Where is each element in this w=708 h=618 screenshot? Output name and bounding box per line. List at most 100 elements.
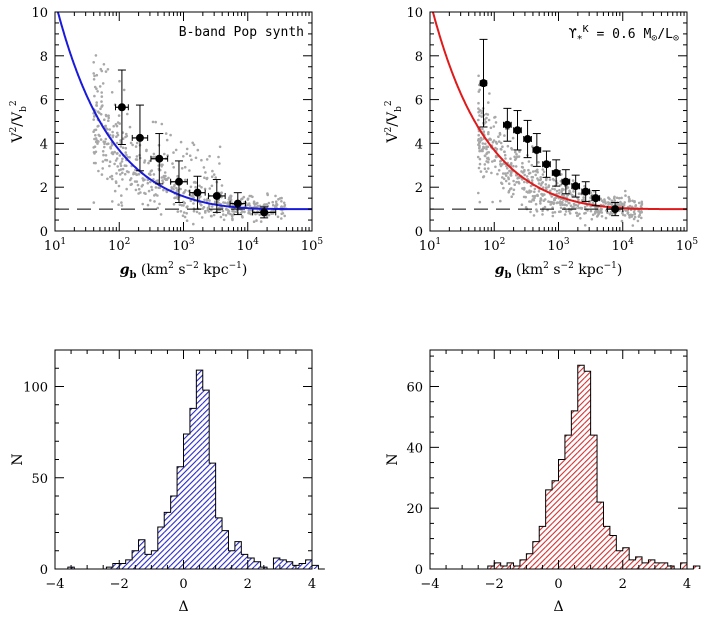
scatter-point	[196, 148, 200, 152]
histogram-bars	[67, 370, 319, 569]
scatter-point	[205, 158, 209, 161]
histogram-bar	[693, 565, 700, 569]
scatter-point	[514, 165, 518, 168]
scatter-point	[110, 91, 114, 94]
x-tick-base: 10	[612, 239, 629, 254]
scatter-point	[147, 161, 150, 165]
scatter-point	[203, 198, 206, 202]
scatter-point	[224, 214, 228, 217]
scatter-point	[557, 210, 561, 214]
y-tick-label: 8	[415, 50, 423, 65]
binned-point	[591, 194, 600, 203]
histogram-bar	[577, 365, 585, 569]
scatter-point	[600, 215, 604, 218]
scatter-point	[119, 145, 123, 148]
y-ticks	[430, 355, 687, 570]
scatter-point	[577, 192, 581, 195]
scatter-point	[188, 154, 192, 157]
scatter-point	[125, 170, 129, 173]
scatter-point	[553, 211, 557, 214]
scatter-point	[537, 161, 540, 164]
scatter-point	[188, 169, 191, 172]
scatter-point	[555, 189, 559, 193]
histogram-bar	[215, 517, 223, 569]
x-axis-label: gb (km2 s−2 kpc−1)	[120, 261, 248, 281]
scatter-point	[479, 136, 483, 140]
histogram-bar	[584, 371, 591, 569]
scatter-point	[141, 202, 144, 206]
scatter-point	[509, 157, 512, 160]
scatter-point	[229, 212, 232, 216]
binned-point	[542, 160, 551, 169]
scatter-point	[128, 125, 132, 129]
x-tick-exponent: 5	[317, 237, 323, 247]
scatter-point	[640, 211, 643, 214]
scatter-point	[118, 79, 121, 83]
scatter-point	[95, 103, 98, 107]
scatter-point	[487, 132, 490, 136]
scatter-point	[549, 203, 552, 206]
scatter-point	[246, 198, 250, 201]
x-tick-exponent: 3	[189, 237, 195, 247]
annotation-symbol: ϒ	[569, 27, 577, 42]
scatter-point	[478, 157, 482, 161]
scatter-point	[102, 63, 106, 66]
scatter-point	[477, 118, 480, 122]
histogram-bar	[680, 562, 687, 569]
scatter-point	[101, 160, 105, 163]
scatter-point	[182, 155, 185, 158]
scatter-point	[116, 133, 120, 137]
y-tick-label: 2	[415, 181, 423, 196]
scatter-point	[179, 187, 182, 191]
scatter-point	[121, 167, 125, 171]
scatter-point	[247, 211, 251, 215]
x-tick-label: 0	[179, 577, 187, 592]
scatter-point	[120, 160, 124, 163]
histogram-bar	[177, 466, 184, 569]
scatter-point	[477, 107, 480, 110]
scatter-point	[111, 143, 114, 146]
x-tick-label: 4	[308, 577, 316, 592]
scatter-point	[478, 144, 481, 147]
scatter-point	[558, 189, 561, 192]
y-label-part: /V	[10, 111, 26, 127]
scatter-point	[163, 152, 166, 156]
scatter-point	[116, 131, 119, 135]
scatter-point	[166, 154, 169, 157]
scatter-point	[231, 218, 234, 222]
scatter-point	[477, 133, 481, 137]
x-label-exponent: −2	[186, 261, 199, 271]
histogram-bar	[305, 559, 312, 569]
scatter-point	[172, 202, 176, 206]
scatter-point	[183, 215, 187, 219]
y-ticks	[55, 349, 312, 570]
scatter-point	[225, 207, 228, 211]
scatter-point	[151, 156, 154, 159]
x-tick-label: −4	[45, 577, 64, 592]
scatter-point	[129, 141, 133, 145]
scatter-point	[171, 162, 174, 165]
scatter-point	[271, 200, 275, 204]
scatter-point	[111, 177, 114, 181]
scatter-point	[507, 191, 511, 194]
scatter-point	[164, 132, 168, 135]
scatter-point	[496, 172, 499, 176]
scatter-point	[161, 179, 164, 182]
scatter-point	[564, 199, 568, 203]
scatter-point	[486, 145, 490, 148]
binned-point	[571, 182, 580, 191]
scatter-point	[274, 200, 278, 203]
plot-area	[430, 12, 687, 227]
scatter-point	[103, 142, 106, 145]
scatter-point	[265, 203, 269, 206]
histogram-bar	[500, 565, 508, 569]
scatter-point	[121, 171, 124, 175]
scatter-point	[638, 213, 641, 217]
scatter-point	[511, 136, 515, 140]
scatter-point	[630, 215, 633, 218]
y-tick-label: 10	[406, 6, 423, 21]
scatter-point	[192, 209, 196, 213]
scatter-point	[206, 208, 210, 212]
scatter-point	[120, 194, 123, 197]
scatter-point	[190, 158, 193, 162]
